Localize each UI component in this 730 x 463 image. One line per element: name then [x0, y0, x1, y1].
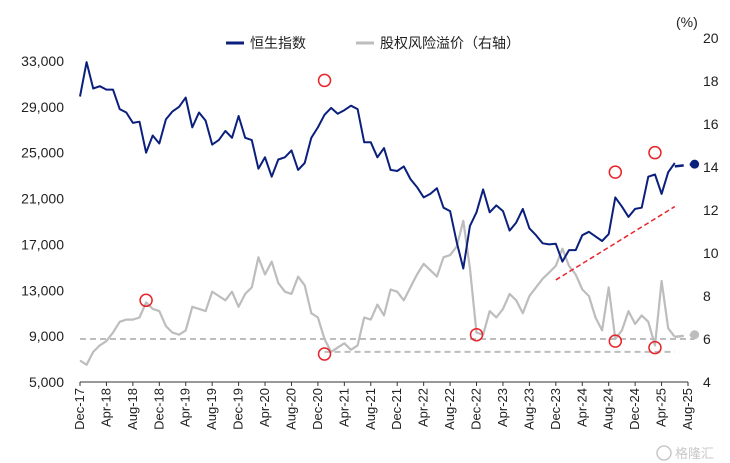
x-tick-label: Apr-24 — [574, 388, 589, 427]
series-layer — [79, 61, 700, 366]
x-axis: Dec-17 Apr-18 Aug-18 Dec-18 Apr-19 Aug-19 Dec-… — [72, 381, 695, 430]
right-axis-unit: (%) — [676, 14, 698, 30]
right-tick-label: 14 — [703, 159, 719, 175]
trend-line-layer — [555, 205, 676, 281]
right-tick-label: 18 — [703, 73, 719, 89]
annotation-circle — [648, 340, 662, 355]
left-tick-label: 25,000 — [21, 145, 64, 161]
annotation-circle — [139, 293, 153, 308]
x-tick-label: Dec-22 — [469, 388, 484, 430]
x-tick-label: Apr-21 — [336, 388, 351, 427]
left-tick-label: 5,000 — [29, 374, 64, 390]
left-tick-label: 29,000 — [21, 99, 64, 115]
left-tick-label: 21,000 — [21, 191, 64, 207]
series-line — [79, 61, 676, 270]
series-end-marker — [690, 159, 700, 169]
right-tick-label: 12 — [703, 202, 719, 218]
left-tick-label: 13,000 — [21, 282, 64, 298]
reference-lines — [80, 338, 695, 353]
annotation-circle — [469, 327, 484, 342]
x-tick-label: Dec-23 — [548, 388, 563, 430]
x-tick-label: Dec-24 — [627, 388, 642, 430]
x-tick-label: Aug-22 — [442, 388, 457, 430]
annotation-circle — [648, 145, 662, 160]
annotation-circle — [317, 347, 332, 361]
annotation-circles — [139, 73, 662, 361]
x-tick-label: Aug-25 — [680, 388, 695, 430]
trend-line — [555, 205, 676, 281]
legend: 恒生指数 股权风险溢价（右轴） — [226, 36, 520, 52]
annotation-circle — [608, 165, 623, 179]
right-tick-label: 6 — [703, 331, 711, 347]
x-tick-label: Apr-19 — [178, 388, 193, 427]
x-tick-label: Aug-21 — [363, 388, 378, 430]
x-tick-label: Apr-18 — [98, 388, 113, 427]
left-tick-label: 33,000 — [21, 53, 64, 69]
series-line — [79, 219, 676, 366]
right-tick-label: 4 — [703, 374, 711, 390]
x-tick-label: Dec-17 — [72, 388, 87, 430]
x-tick-label: Aug-24 — [601, 388, 616, 430]
x-tick-label: Apr-20 — [257, 388, 272, 427]
x-tick-label: Dec-18 — [151, 388, 166, 430]
x-tick-label: Apr-25 — [654, 388, 669, 427]
right-tick-label: 20 — [703, 30, 719, 46]
legend-label-erp: 股权风险溢价（右轴） — [380, 36, 520, 52]
right-tick-label: 16 — [703, 116, 719, 132]
x-tick-label: Dec-21 — [389, 388, 404, 430]
x-tick-label: Apr-23 — [495, 388, 510, 427]
watermark-logo-icon — [656, 445, 672, 461]
annotation-circle — [317, 73, 332, 88]
left-tick-label: 17,000 — [21, 236, 64, 252]
left-axis-ticks: 5,000 9,000 13,000 17,000 21,000 25,000 29,000… — [21, 53, 64, 390]
x-tick-label: Dec-20 — [310, 388, 325, 430]
series-end-marker — [690, 330, 700, 340]
x-tick-label: Aug-23 — [521, 388, 536, 430]
right-axis-ticks: 4 6 8 10 12 14 16 18 20 — [703, 30, 719, 390]
x-tick-label: Aug-19 — [204, 388, 219, 430]
watermark: 格隆汇 — [656, 445, 714, 462]
x-tick-label: Dec-19 — [231, 388, 246, 430]
x-tick-label: Aug-20 — [283, 388, 298, 430]
x-tick-label: Apr-22 — [416, 388, 431, 427]
annotation-circle — [608, 334, 623, 348]
x-tick-label: Aug-18 — [125, 388, 140, 430]
right-tick-label: 8 — [703, 288, 711, 304]
left-tick-label: 9,000 — [29, 328, 64, 344]
legend-label-hsi: 恒生指数 — [250, 36, 306, 52]
watermark-text: 格隆汇 — [675, 446, 714, 462]
right-tick-label: 10 — [703, 245, 719, 261]
